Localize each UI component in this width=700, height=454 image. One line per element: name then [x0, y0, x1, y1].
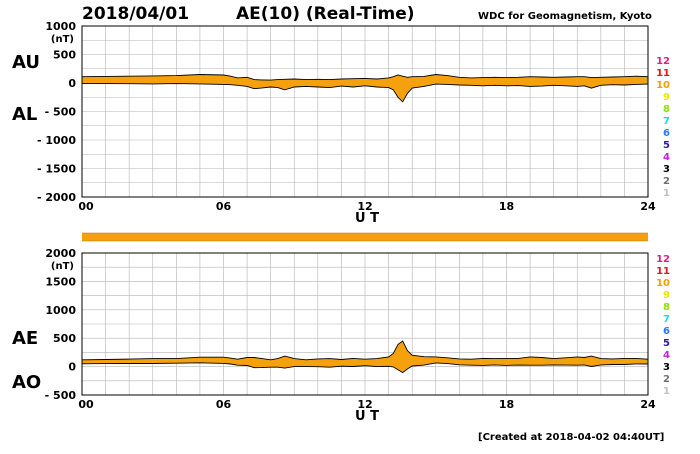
- legend-item: 6: [663, 128, 670, 139]
- legend-item: 12: [656, 56, 670, 67]
- x-tick-label: 24: [640, 398, 656, 411]
- legend-item: 8: [663, 104, 670, 115]
- label-ao: AO: [12, 372, 42, 393]
- x-tick-label: 12: [357, 398, 372, 411]
- legend-item: 5: [663, 140, 670, 151]
- legend-item: 11: [656, 266, 670, 277]
- series-line-au: [81, 74, 649, 81]
- x-tick-label: 00: [78, 200, 94, 213]
- x-tick-label: 06: [216, 200, 232, 213]
- y-tick-label: - 1500: [37, 163, 76, 176]
- series-line-al: [82, 83, 649, 103]
- legend-item: 1: [663, 188, 670, 199]
- legend-item: 7: [663, 314, 670, 325]
- x-axis-label: U T: [355, 409, 379, 424]
- legend-item: 8: [663, 302, 670, 313]
- legend-item: 6: [663, 326, 670, 337]
- legend-item: 10: [656, 278, 670, 289]
- legend-item: 9: [663, 290, 670, 301]
- series-line-ao: [81, 362, 649, 374]
- y-tick-label: 2000: [45, 247, 76, 260]
- legend-item: 7: [663, 116, 670, 127]
- x-tick-label: 18: [499, 200, 514, 213]
- legend-item: 3: [663, 164, 670, 175]
- station-legend-top: 12 11 10 9 8 7 6 5 4 3 2 1: [648, 56, 670, 200]
- y-tick-label: 500: [53, 49, 76, 62]
- x-tick-label: 24: [640, 200, 656, 213]
- legend-item: 5: [663, 338, 670, 349]
- y-tick-label: - 2000: [37, 191, 76, 204]
- legend-item: 1: [663, 386, 670, 397]
- y-unit-label: (nT): [51, 261, 74, 272]
- y-tick-label: - 500: [45, 106, 77, 119]
- y-unit-label: (nT): [51, 34, 74, 45]
- legend-item: 10: [656, 80, 670, 91]
- plot-frame: [81, 252, 649, 396]
- y-tick-label: - 500: [45, 389, 77, 402]
- y-tick-label: 500: [53, 332, 76, 345]
- label-al: AL: [12, 104, 38, 125]
- created-timestamp: [Created at 2018-04-02 04:40UT]: [478, 432, 665, 443]
- plot-frame: [81, 25, 649, 198]
- y-tick-label: 1500: [45, 275, 76, 288]
- y-tick-label: 0: [68, 361, 76, 374]
- plot-title: AE(10) (Real-Time): [236, 4, 415, 24]
- legend-item: 2: [663, 374, 670, 385]
- series-line-ae: [81, 340, 649, 361]
- legend-item: 2: [663, 176, 670, 187]
- station-legend-bottom: 12 11 10 9 8 7 6 5 4 3 2 1: [648, 254, 670, 398]
- legend-item: 3: [663, 362, 670, 373]
- legend-item: 12: [656, 254, 670, 265]
- label-ae: AE: [12, 328, 39, 349]
- legend-item: 4: [663, 152, 670, 163]
- data-source: WDC for Geomagnetism, Kyoto: [478, 11, 652, 22]
- x-axis-label: U T: [355, 211, 379, 226]
- x-tick-label: 06: [216, 398, 232, 411]
- series-fill-ae-ao: [82, 341, 648, 373]
- data-availability-band: [82, 233, 648, 241]
- y-tick-label: - 1000: [37, 134, 76, 147]
- series-fill-au-al: [82, 74, 648, 102]
- x-tick-label: 18: [499, 398, 514, 411]
- y-tick-label: 0: [68, 77, 76, 90]
- x-tick-label: 12: [357, 200, 372, 213]
- y-tick-label: 1000: [45, 304, 76, 317]
- label-au: AU: [12, 52, 40, 73]
- plot-date: 2018/04/01: [82, 4, 190, 24]
- legend-item: 11: [656, 68, 670, 79]
- y-tick-label: 1000: [45, 20, 76, 33]
- legend-item: 9: [663, 92, 670, 103]
- legend-item: 4: [663, 350, 670, 361]
- x-tick-label: 00: [78, 398, 94, 411]
